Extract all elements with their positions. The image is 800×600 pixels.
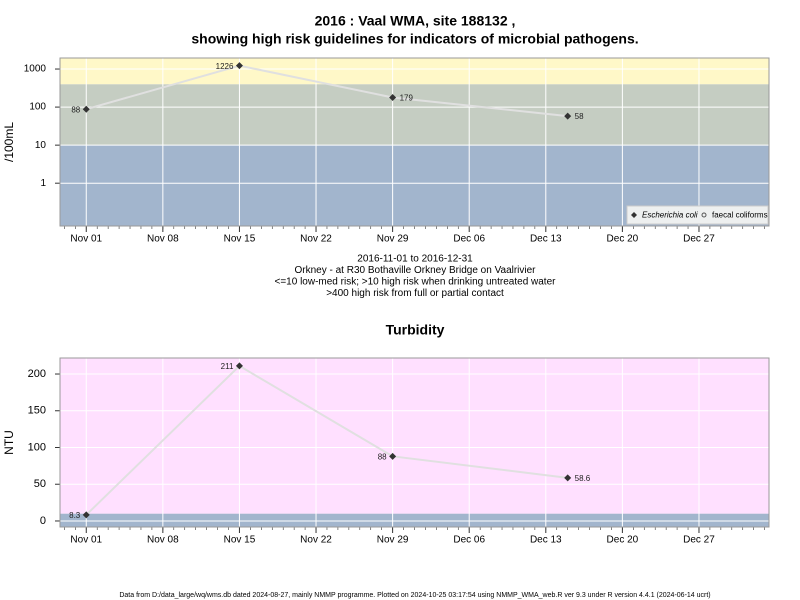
x-tick-label: Nov 01 xyxy=(70,535,102,546)
chart-title: Turbidity xyxy=(386,322,445,338)
series-line xyxy=(85,64,568,118)
y-tick-label: 50 xyxy=(34,478,46,490)
x-tick-label: Nov 15 xyxy=(224,234,256,245)
x-tick-label: Dec 20 xyxy=(607,234,639,245)
data-label: 8.3 xyxy=(69,511,81,520)
risk-band xyxy=(60,58,769,85)
x-tick-label: Nov 29 xyxy=(377,234,409,245)
x-tick-label: Dec 06 xyxy=(453,535,485,546)
legend-label: faecal coliforms xyxy=(712,211,768,220)
y-tick-label: 1000 xyxy=(24,64,47,75)
y-tick-label: 100 xyxy=(29,102,46,113)
x-tick-label: Dec 27 xyxy=(683,234,715,245)
data-point xyxy=(82,105,90,113)
data-point xyxy=(389,452,397,460)
x-tick-label: Nov 08 xyxy=(147,234,179,245)
data-point xyxy=(564,112,572,120)
y-tick-label: 150 xyxy=(28,405,46,417)
chart-note: Orkney - at R30 Bothaville Orkney Bridge… xyxy=(294,265,536,276)
chart-title: showing high risk guidelines for indicat… xyxy=(191,31,638,47)
y-tick-label: 200 xyxy=(28,368,46,380)
footer: Data from D:/data_large/wq/wms.db dated … xyxy=(119,592,710,599)
x-tick-label: Nov 15 xyxy=(224,535,256,546)
risk-band xyxy=(60,513,769,527)
data-point xyxy=(389,93,397,101)
data-label: 179 xyxy=(400,94,414,103)
data-label: 58.6 xyxy=(575,474,591,483)
y-tick-label: 10 xyxy=(35,140,47,151)
risk-band xyxy=(60,84,769,146)
x-tick-label: Dec 13 xyxy=(530,535,562,546)
legend-box xyxy=(626,205,769,225)
y-tick-label: 0 xyxy=(40,515,46,527)
x-tick-label: Nov 22 xyxy=(300,535,332,546)
x-tick-label: Dec 27 xyxy=(683,535,715,546)
y-axis-label: NTU xyxy=(2,430,16,455)
x-tick-label: Nov 29 xyxy=(377,535,409,546)
x-tick-label: Nov 22 xyxy=(300,234,332,245)
x-tick-label: Dec 13 xyxy=(530,234,562,245)
y-tick-label: 1 xyxy=(40,178,46,189)
plot-frame xyxy=(59,57,770,227)
chart-note: <=10 low-med risk; >10 high risk when dr… xyxy=(275,277,557,288)
data-point xyxy=(235,362,243,370)
data-point xyxy=(82,511,90,519)
x-tick-label: Dec 20 xyxy=(607,535,639,546)
data-label: 211 xyxy=(221,362,234,371)
x-tick-label: Dec 06 xyxy=(453,234,485,245)
data-point xyxy=(564,474,572,482)
legend-marker xyxy=(701,212,707,218)
x-tick-label: Nov 01 xyxy=(70,234,102,245)
chart-title: 2016 : Vaal WMA, site 188132 , xyxy=(315,13,516,29)
data-label: 88 xyxy=(378,452,387,461)
x-tick-label: Nov 08 xyxy=(147,535,179,546)
data-point xyxy=(235,62,243,70)
data-label: 58 xyxy=(575,112,584,121)
chart-note: 2016-11-01 to 2016-12-31 xyxy=(357,254,473,265)
y-axis-label: /100mL xyxy=(2,122,16,162)
risk-band xyxy=(60,358,769,514)
chart-note: >400 high risk from full or partial cont… xyxy=(326,288,504,299)
legend-label: Escherichia coli xyxy=(642,211,698,220)
data-label: 88 xyxy=(71,105,80,114)
data-label: 1226 xyxy=(216,62,234,71)
y-tick-label: 100 xyxy=(28,441,46,453)
legend-marker xyxy=(631,212,637,218)
series-line xyxy=(85,364,568,516)
plot-frame xyxy=(59,357,770,528)
